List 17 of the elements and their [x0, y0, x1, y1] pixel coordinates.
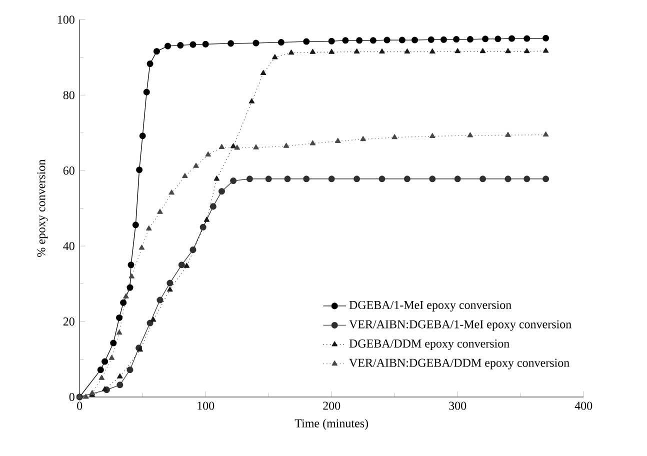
- legend-label: VER/AIBN:DGEBA/DDM epoxy conversion: [349, 358, 570, 370]
- y-tick-label: 40: [63, 242, 74, 250]
- legend-label: VER/AIBN:DGEBA/1-MeI epoxy conversion: [349, 320, 572, 331]
- legend-label: DGEBA/1-MeI epoxy conversion: [349, 300, 512, 312]
- x-tick-label: 0: [77, 402, 82, 410]
- y-axis-title: % epoxy conversion: [37, 160, 48, 257]
- y-tick-label: 60: [63, 166, 74, 175]
- legend-label: DGEBA/DDM epoxy conversion: [349, 340, 510, 350]
- x-tick-label: 200: [323, 402, 340, 410]
- y-tick-label: 100: [58, 16, 74, 24]
- y-tick-label: 80: [63, 91, 74, 100]
- x-axis-title: Time (minutes): [294, 418, 368, 430]
- x-tick-label: 300: [449, 402, 466, 410]
- y-tick-label: 0: [69, 392, 74, 402]
- x-tick-label: 100: [198, 402, 214, 410]
- y-tick-label: 20: [63, 317, 74, 326]
- x-tick-label: 400: [574, 402, 592, 410]
